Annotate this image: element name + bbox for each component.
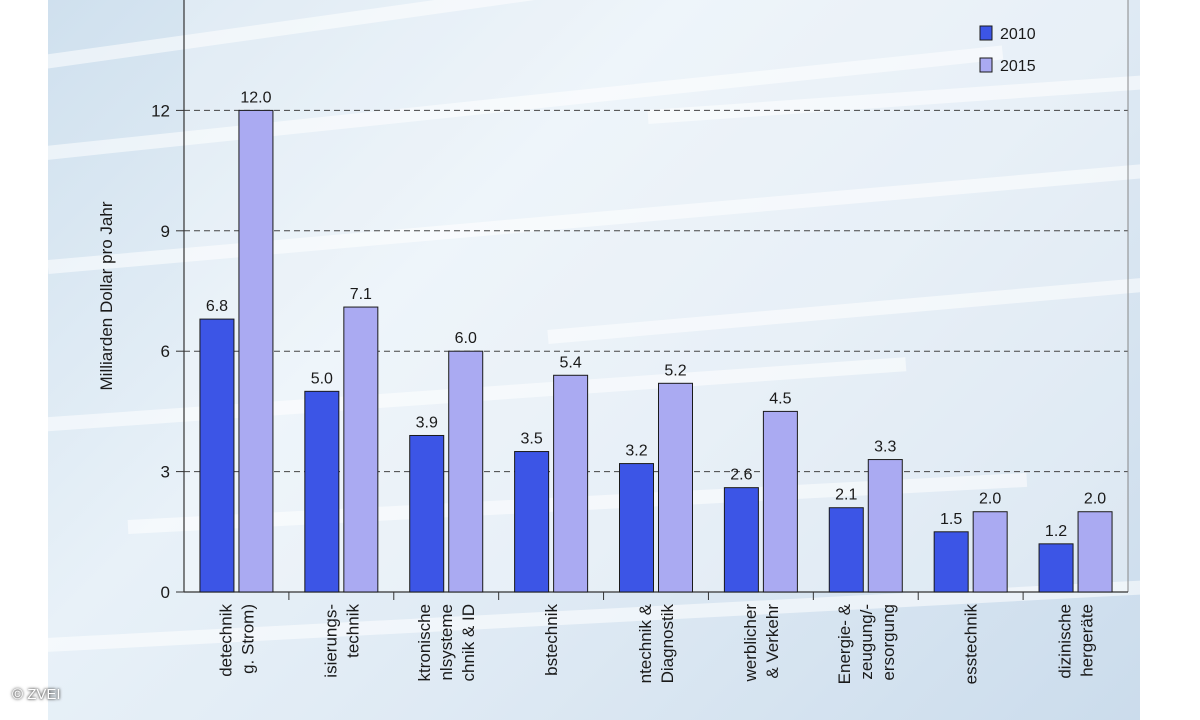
bar-2010 xyxy=(723,487,759,593)
data-label-2010: 3.5 xyxy=(520,431,542,448)
legend-swatch-2010 xyxy=(979,25,993,41)
category-label: bstechnik xyxy=(542,604,561,676)
legend-swatch-2015 xyxy=(979,57,993,73)
bar-2010 xyxy=(933,531,969,593)
category-label: zeugung/- xyxy=(857,604,876,680)
bar-2015 xyxy=(553,374,589,593)
data-label-2010: 5.0 xyxy=(311,370,333,387)
data-label-2015: 5.2 xyxy=(664,362,686,379)
category-label: Diagnostik xyxy=(658,604,677,684)
data-label-2015: 5.4 xyxy=(559,354,581,371)
category-label: chnik & ID xyxy=(459,604,478,681)
category-label: g. Strom) xyxy=(238,604,257,674)
category-label: werblicher xyxy=(741,604,760,683)
bar-2015 xyxy=(343,306,379,593)
bar-2015 xyxy=(1077,511,1113,593)
data-label-2015: 2.0 xyxy=(979,491,1001,508)
plot-area xyxy=(184,0,1128,592)
data-label-2010: 1.5 xyxy=(940,511,962,528)
bar-2010 xyxy=(514,451,550,593)
category-label: isierungs- xyxy=(321,604,340,678)
legend-label-2010: 2010 xyxy=(1000,26,1036,43)
category-label: dizinische xyxy=(1056,604,1075,679)
data-label-2015: 6.0 xyxy=(455,330,477,347)
data-label-2010: 2.6 xyxy=(730,467,752,484)
y-tick-label: 3 xyxy=(161,463,170,482)
bar-2015 xyxy=(658,382,693,593)
bar-2010 xyxy=(619,463,654,593)
data-label-2015: 3.3 xyxy=(874,439,896,456)
data-label-2015: 2.0 xyxy=(1084,491,1106,508)
data-label-2010: 1.2 xyxy=(1045,523,1067,540)
y-tick-label: 9 xyxy=(161,222,170,241)
y-tick-label: 6 xyxy=(161,342,170,361)
data-label-2015: 4.5 xyxy=(769,390,791,407)
bar-2010 xyxy=(828,507,864,593)
bar-2015 xyxy=(448,350,484,593)
category-label: ntechnik & xyxy=(636,603,655,683)
category-label: technik xyxy=(343,604,362,658)
data-label-2010: 2.1 xyxy=(835,487,857,504)
category-label: Energie- & xyxy=(835,603,854,684)
category-label: hergeräte xyxy=(1078,604,1097,677)
data-label-2015: 7.1 xyxy=(350,286,372,303)
category-label: nlsysteme xyxy=(437,604,456,681)
y-tick-label: 0 xyxy=(161,583,170,602)
bar-2015 xyxy=(238,109,274,593)
data-label-2010: 3.2 xyxy=(625,443,647,460)
category-label: ktronische xyxy=(415,604,434,681)
bar-2010 xyxy=(199,318,235,593)
bar-2010 xyxy=(409,434,445,593)
category-label: esstechnik xyxy=(962,604,981,685)
category-label: ersorgung xyxy=(879,604,898,681)
data-label-2015: 12.0 xyxy=(240,89,271,106)
bar-2010 xyxy=(1038,543,1074,593)
y-tick-label: 12 xyxy=(151,101,170,120)
bar-2015 xyxy=(972,511,1008,593)
data-label-2010: 3.9 xyxy=(416,414,438,431)
category-label: & Verkehr xyxy=(763,604,782,679)
legend-label-2015: 2015 xyxy=(1000,58,1036,75)
copyright-notice: © ZVEI xyxy=(12,686,61,703)
category-label: detechnik xyxy=(216,604,235,677)
bar-2015 xyxy=(762,410,798,593)
bar-2010 xyxy=(304,390,340,593)
data-label-2010: 6.8 xyxy=(206,298,228,315)
bar-2015 xyxy=(867,459,903,593)
y-axis-title: Milliarden Dollar pro Jahr xyxy=(97,201,116,390)
